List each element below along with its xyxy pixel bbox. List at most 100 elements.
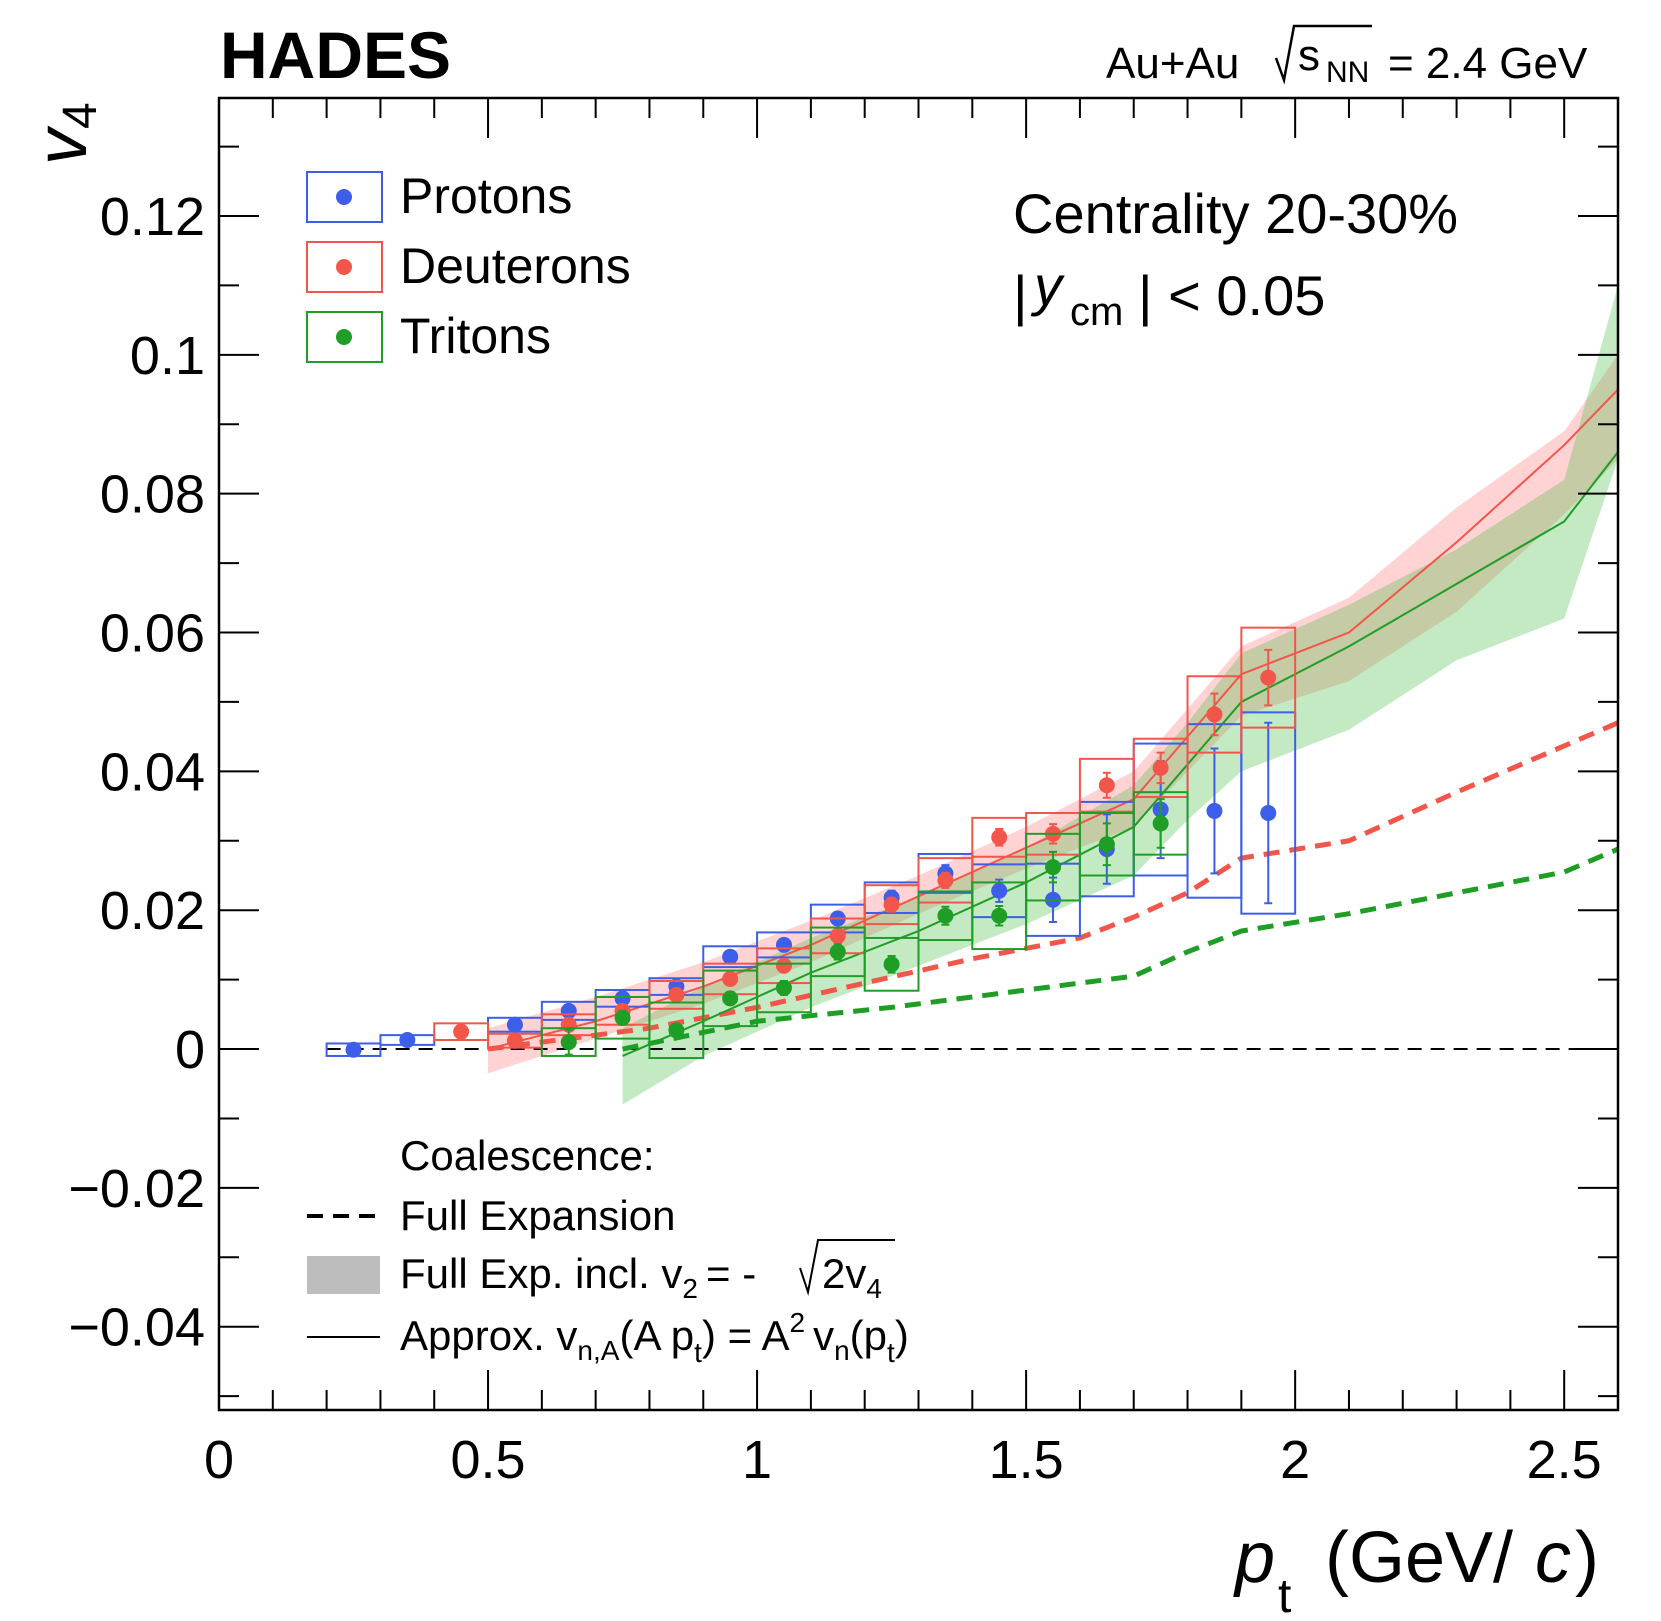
- y-tick-label: 0.1: [130, 326, 205, 386]
- legend-band: [307, 1256, 380, 1294]
- x-title-sub: t: [1278, 1570, 1291, 1621]
- sys-box: [863, 936, 920, 992]
- full-expansion-line: [487, 720, 1619, 1052]
- rap-sub: cm: [1070, 290, 1123, 334]
- data-point: [453, 1023, 470, 1040]
- y-tick-label: −0.02: [68, 1159, 205, 1219]
- legend-label: Tritons: [400, 308, 551, 364]
- data-point: [1260, 805, 1277, 822]
- experiment: HADES: [220, 18, 451, 92]
- sys-box: [648, 1001, 705, 1060]
- y-tick-label: 0.08: [100, 465, 205, 525]
- x-tick-label: 0.5: [450, 1430, 525, 1490]
- y-title-main: v: [22, 125, 102, 165]
- x-tick-label: 0: [204, 1430, 234, 1490]
- y-tick-label: 0.12: [100, 187, 205, 247]
- legend-dot: [336, 189, 352, 205]
- y-tick-label: −0.04: [68, 1298, 205, 1358]
- data-point: [829, 943, 846, 960]
- data-point: [1152, 759, 1169, 776]
- data-point: [775, 936, 792, 953]
- coal-fe: Full Expansion: [400, 1192, 675, 1239]
- y-axis-title: v 4: [22, 102, 107, 165]
- data-point: [722, 948, 739, 965]
- x-tick-label: 2.5: [1527, 1430, 1602, 1490]
- sqrt-sign: [1274, 24, 1372, 85]
- sys-box: [433, 1022, 490, 1042]
- x-tick-label: 1.5: [989, 1430, 1064, 1490]
- sqrt-sign: [799, 1239, 895, 1296]
- data-point: [883, 956, 900, 973]
- data-point: [991, 882, 1008, 899]
- data-point: [722, 970, 739, 987]
- data-point: [560, 1002, 577, 1019]
- sys-box: [971, 881, 1028, 951]
- data-point: [1098, 777, 1115, 794]
- y-tick-label: 0.04: [100, 742, 205, 802]
- rap-cut: | < 0.05: [1138, 264, 1325, 327]
- legend-box: [306, 171, 383, 223]
- data-point: [722, 990, 739, 1007]
- legend-label: Deuterons: [400, 238, 631, 294]
- data-point: [614, 990, 631, 1007]
- annotation: Centrality 20-30% | y cm | < 0.05: [1013, 182, 1458, 334]
- legend-box: [306, 241, 383, 293]
- data-point: [991, 829, 1008, 846]
- sys-box: [1240, 626, 1297, 729]
- data-point: [506, 1032, 523, 1049]
- rap-y: y: [1030, 254, 1065, 317]
- x-title-unit: (GeV/: [1325, 1518, 1513, 1598]
- energy: = 2.4 GeV: [1388, 39, 1588, 88]
- x-tick-label: 1: [742, 1430, 772, 1490]
- data-point: [1206, 802, 1223, 819]
- data-point: [829, 927, 846, 944]
- x-title-main: p: [1233, 1518, 1275, 1598]
- data-point: [1206, 706, 1223, 723]
- x-title-c: c: [1535, 1518, 1571, 1598]
- coal-band-root: 2v4: [822, 1250, 882, 1304]
- full-expansion-line: [622, 846, 1619, 1052]
- data-point: [883, 896, 900, 913]
- sys-box: [756, 962, 812, 1014]
- y-tick-label: 0.06: [100, 604, 205, 664]
- data-point: [1152, 815, 1169, 832]
- data-point: [668, 1022, 685, 1039]
- coal-approx: Approx. vn,A(A pt) = A2 vn(pt): [400, 1307, 909, 1368]
- data-point: [937, 907, 954, 924]
- model-band: [622, 285, 1618, 1105]
- data-point: [668, 986, 685, 1003]
- y-title-sub: 4: [54, 102, 107, 129]
- data-point: [775, 957, 792, 974]
- coal-band: Full Exp. incl. v2 = -: [400, 1250, 756, 1304]
- model-band: [488, 354, 1618, 1074]
- centrality: Centrality 20-30%: [1013, 182, 1458, 245]
- data-point: [1098, 836, 1115, 853]
- y-tick-label: 0: [175, 1020, 205, 1080]
- y-tick-label: 0.02: [100, 881, 205, 941]
- approx-line: [487, 388, 1619, 1050]
- coal-title: Coalescence:: [400, 1132, 654, 1179]
- data-point: [991, 907, 1008, 924]
- x-title-close: ): [1575, 1518, 1599, 1598]
- sqrt-s: s: [1298, 31, 1320, 80]
- data-point: [775, 979, 792, 996]
- legend-box: [306, 311, 383, 363]
- legend-label: Protons: [400, 168, 572, 224]
- data-point: [399, 1032, 416, 1049]
- sqrt-sub: NN: [1326, 56, 1369, 89]
- data-point: [506, 1016, 523, 1033]
- data-point: [345, 1041, 362, 1058]
- data-point: [1260, 669, 1277, 686]
- data-point: [937, 872, 954, 889]
- sys-box: [1132, 737, 1189, 799]
- legend-dot: [336, 329, 352, 345]
- plot-area: [325, 285, 1619, 1105]
- legend-dot: [336, 259, 352, 275]
- system-label: Au+Au s NN = 2.4 GeV: [1106, 24, 1588, 89]
- sys-box: [1132, 791, 1189, 856]
- x-axis-title: p t (GeV/ c ): [1233, 1518, 1599, 1621]
- x-tick-label: 2: [1280, 1430, 1310, 1490]
- sys-box: [1240, 711, 1297, 915]
- data-point: [560, 1034, 577, 1051]
